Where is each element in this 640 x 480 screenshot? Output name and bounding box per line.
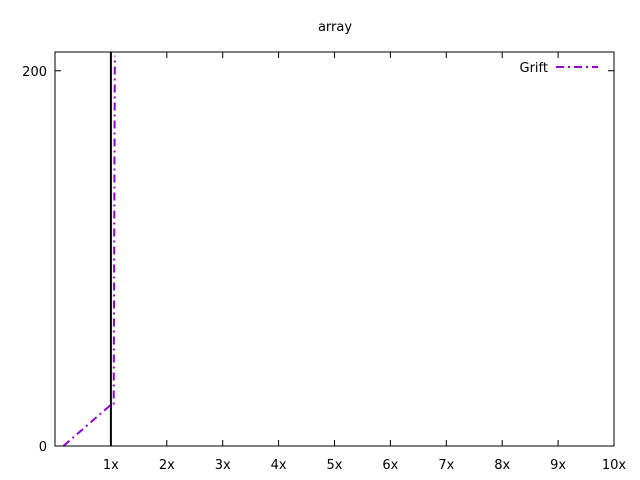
x-tick-label: 2x [159,458,175,473]
legend: Grift [520,61,598,76]
x-tick-label: 3x [215,458,231,473]
series-line-grift [62,55,116,447]
x-tick-label: 10x [602,458,627,473]
x-tick-label: 5x [327,458,343,473]
x-tick-label: 7x [438,458,454,473]
x-tick-label: 1x [103,458,119,473]
x-tick-label: 8x [494,458,510,473]
y-tick-label: 200 [22,65,47,80]
x-tick-label: 9x [550,458,566,473]
plot-frame [54,51,615,447]
y-tick-label: 0 [39,440,47,455]
chart-title: array [318,20,352,35]
x-tick-label: 4x [271,458,287,473]
legend-label-grift: Grift [520,61,548,76]
x-tick-label: 6x [382,458,398,473]
